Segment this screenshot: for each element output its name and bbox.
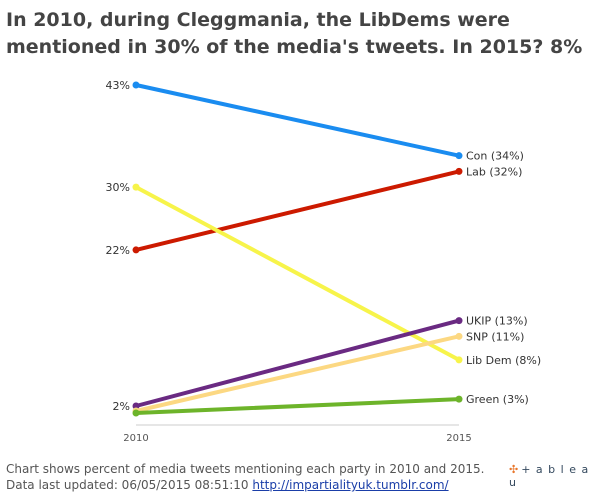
x-tick-label-2010: 2010 xyxy=(123,433,148,444)
tableau-logo-text: + a b l e a u xyxy=(509,463,590,489)
end-label-green: Green (3%) xyxy=(466,393,529,406)
start-label-ukip: 2% xyxy=(113,400,130,413)
point-con-2010 xyxy=(132,81,140,89)
end-label-lab: Lab (32%) xyxy=(466,165,522,178)
footer-updated-text: Data last updated: 06/05/2015 08:51:10 xyxy=(6,478,253,492)
series-line-ukip xyxy=(134,318,461,408)
point-lab-2015 xyxy=(455,167,463,175)
point-lab-2010 xyxy=(132,246,140,254)
end-label-lib-dem: Lib Dem (8%) xyxy=(466,354,541,367)
x-tick-label-2015: 2015 xyxy=(446,433,471,444)
end-label-con: Con (34%) xyxy=(466,150,524,163)
end-label-ukip: UKIP (13%) xyxy=(466,315,528,328)
footer-updated: Data last updated: 06/05/2015 08:51:10 h… xyxy=(6,477,484,493)
tableau-logo-mark-icon: ✣ xyxy=(509,463,520,476)
point-ukip-2010 xyxy=(132,402,140,410)
chart-footer: Chart shows percent of media tweets ment… xyxy=(6,461,484,493)
series-line-lab xyxy=(134,169,461,252)
tableau-logo: ✣ + a b l e a u xyxy=(509,463,594,489)
labels-group: 43% Con (34%) 22% Lab (32%) 30% Lib Dem (8%) 2… xyxy=(106,79,542,444)
footer-caption: Chart shows percent of media tweets ment… xyxy=(6,462,485,476)
series-line-green xyxy=(134,397,461,415)
point-lib-dem-2015 xyxy=(455,356,463,364)
chart-title: In 2010, during Cleggmania, the LibDems … xyxy=(6,9,583,58)
start-label-lab: 22% xyxy=(106,244,130,257)
start-label-con: 43% xyxy=(106,79,130,92)
point-green-2015 xyxy=(455,395,463,403)
start-label-lib-dem: 30% xyxy=(106,181,130,194)
series-line-lib-dem xyxy=(134,185,461,362)
series-line-snp xyxy=(134,334,461,413)
series-line-con xyxy=(134,83,461,158)
series-group xyxy=(132,81,463,417)
point-snp-2015 xyxy=(455,332,463,340)
end-label-snp: SNP (11%) xyxy=(466,330,524,343)
point-green-2010 xyxy=(132,409,140,417)
point-lib-dem-2010 xyxy=(132,183,140,191)
point-ukip-2015 xyxy=(455,317,463,325)
source-link[interactable]: http://impartialityuk.tumblr.com/ xyxy=(252,478,449,492)
point-con-2015 xyxy=(455,152,463,160)
